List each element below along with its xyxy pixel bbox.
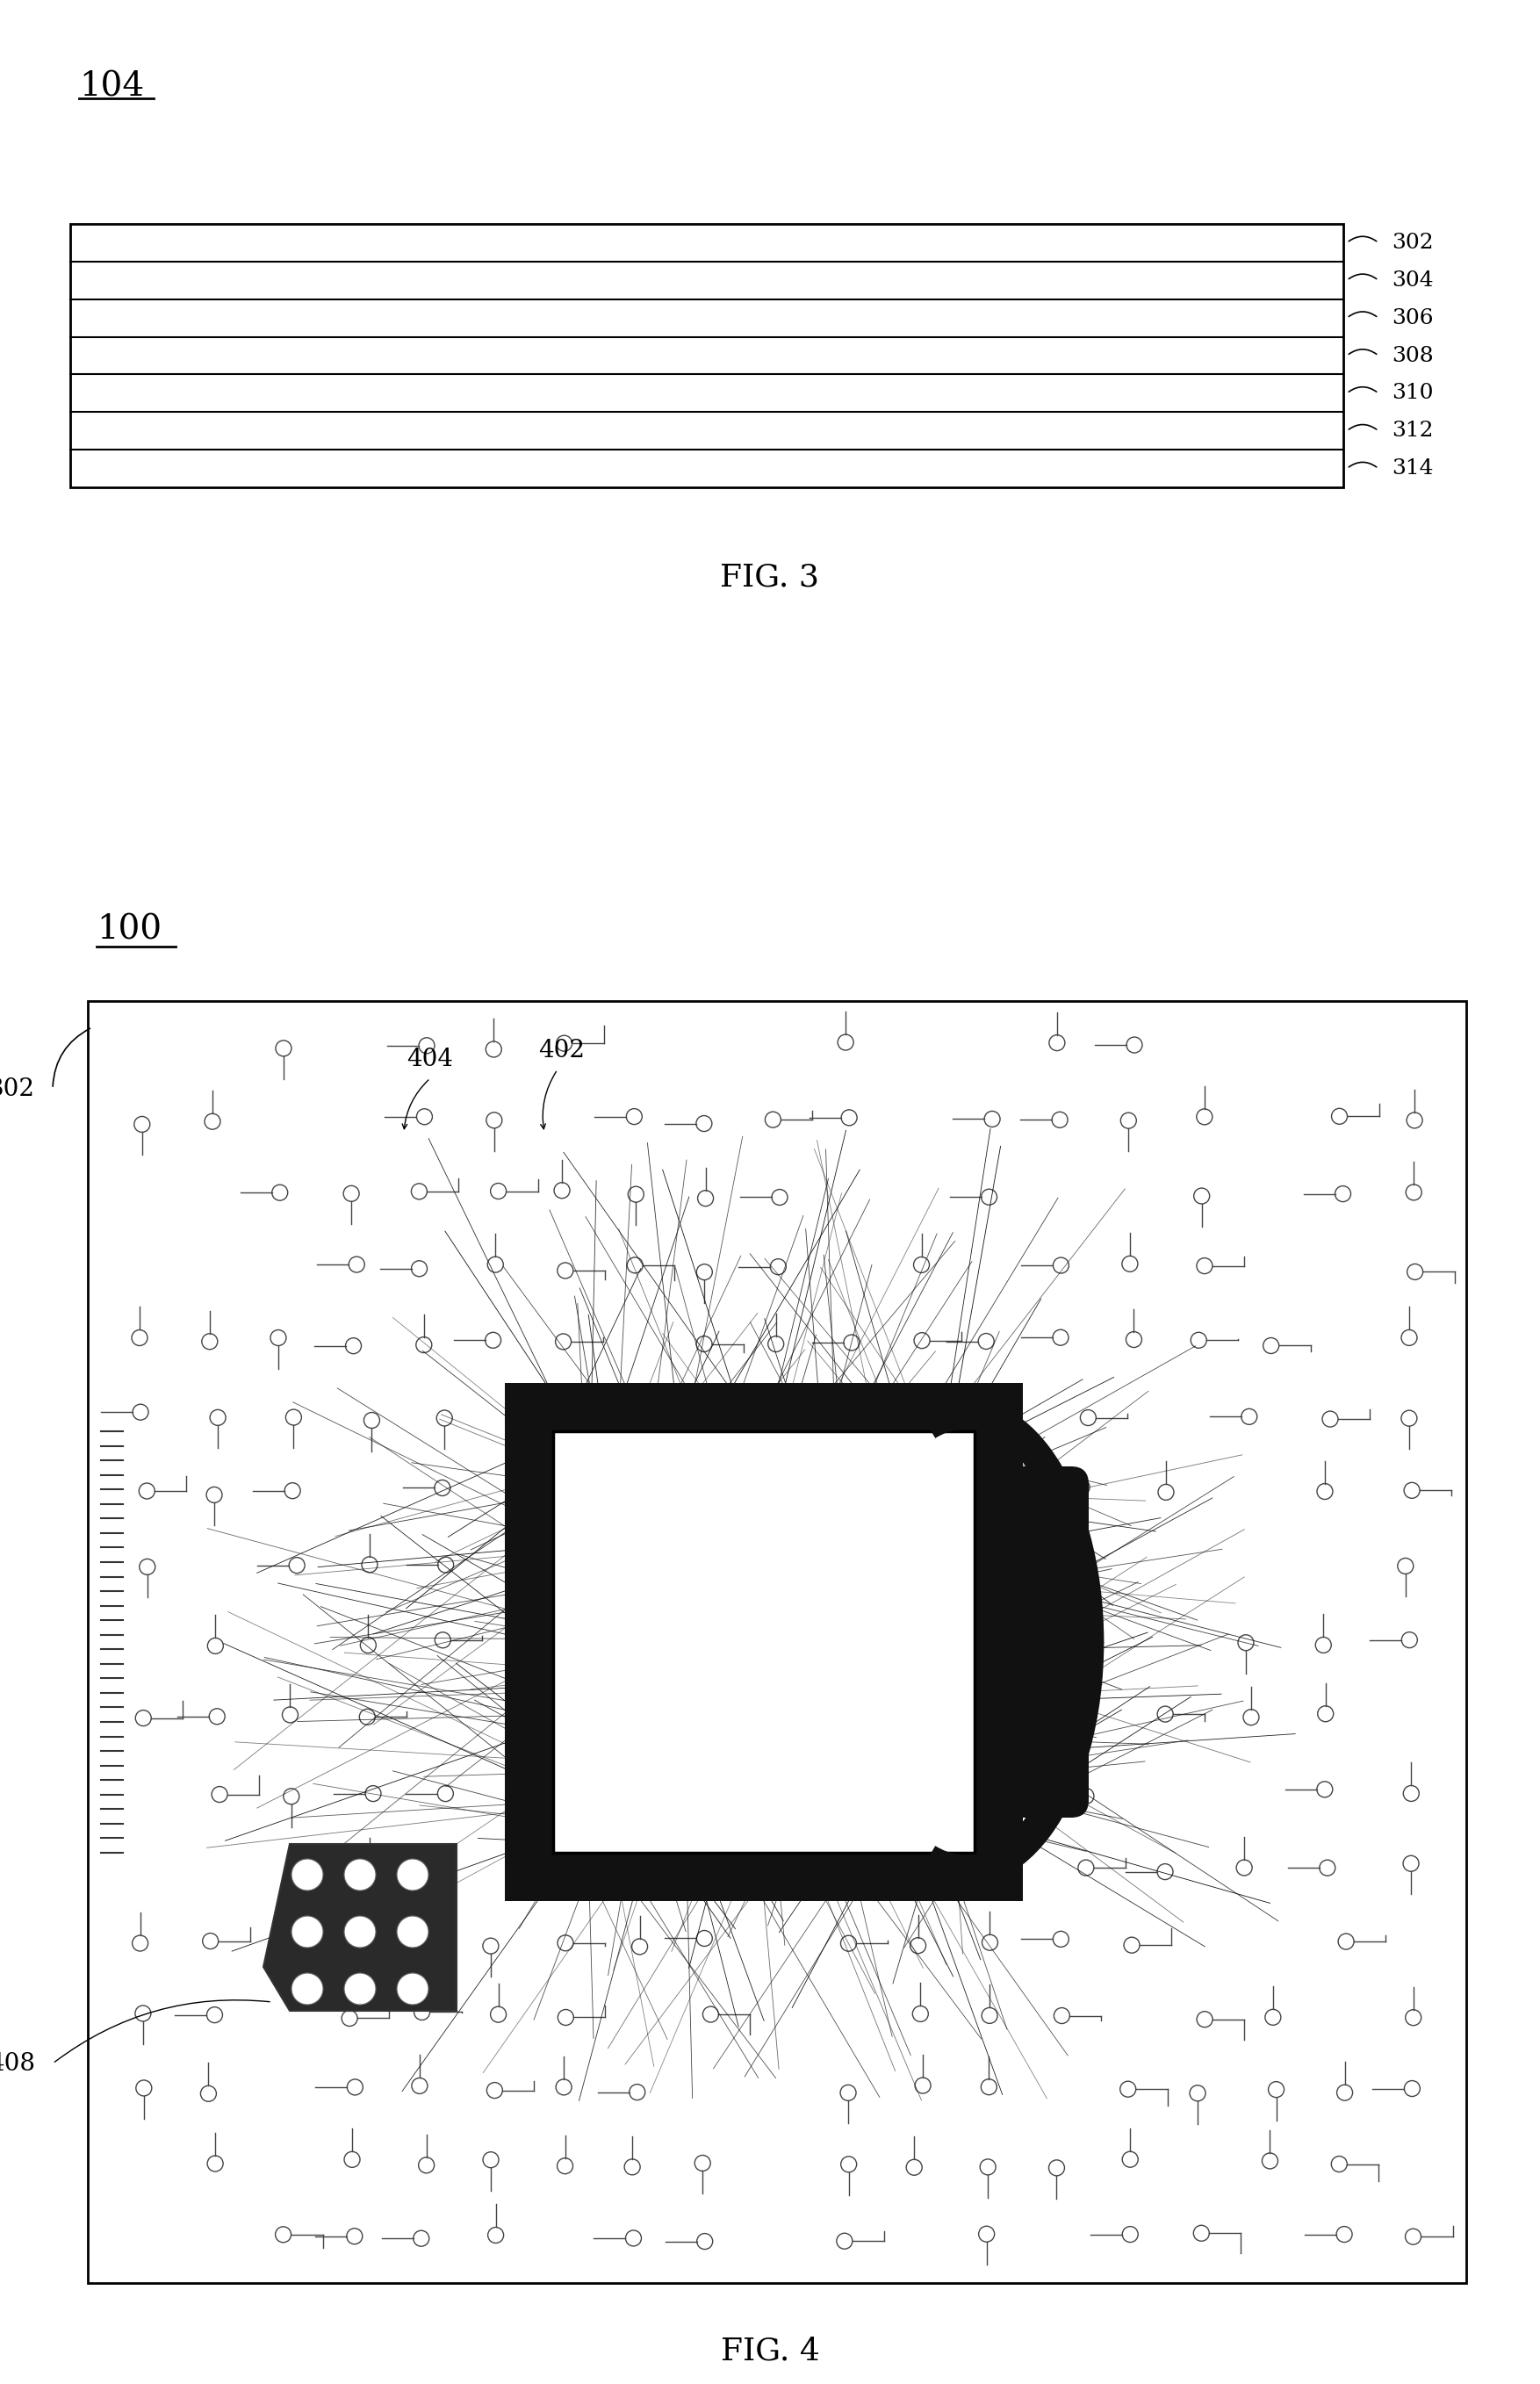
Circle shape: [291, 1974, 323, 2005]
Text: 304: 304: [1392, 269, 1434, 291]
Circle shape: [343, 1917, 376, 1948]
Circle shape: [397, 1860, 428, 1891]
FancyBboxPatch shape: [1001, 1466, 1089, 1817]
Text: 402: 402: [539, 1039, 585, 1063]
Circle shape: [343, 1860, 376, 1891]
Circle shape: [397, 1974, 428, 2005]
Text: 406: 406: [790, 1507, 836, 1531]
Text: 106: 106: [685, 1736, 731, 1759]
Text: 302: 302: [0, 1078, 35, 1101]
Text: 102: 102: [738, 1645, 790, 1674]
Text: 104: 104: [79, 69, 145, 103]
Text: 310: 310: [1392, 384, 1434, 403]
Bar: [88, 1001, 1466, 2284]
Bar: [505, 1383, 1023, 1900]
Text: 404: 404: [407, 1047, 453, 1070]
Circle shape: [343, 1974, 376, 2005]
Text: FIG. 3: FIG. 3: [721, 563, 819, 591]
Text: FIG. 4: FIG. 4: [721, 2336, 819, 2365]
Bar: [71, 224, 1343, 486]
Circle shape: [291, 1860, 323, 1891]
Bar: [505, 1383, 1023, 1430]
Circle shape: [397, 1917, 428, 1948]
Text: 308: 308: [1392, 346, 1434, 365]
Text: 312: 312: [1392, 422, 1434, 441]
Text: 408: 408: [0, 2053, 35, 2076]
Bar: [553, 1430, 975, 1852]
Text: 100: 100: [97, 913, 162, 946]
Polygon shape: [263, 1843, 456, 2010]
Text: 314: 314: [1392, 458, 1434, 479]
Text: 306: 306: [1392, 308, 1434, 329]
Circle shape: [291, 1917, 323, 1948]
Bar: [505, 1852, 1023, 1900]
Text: 302: 302: [1392, 234, 1434, 253]
